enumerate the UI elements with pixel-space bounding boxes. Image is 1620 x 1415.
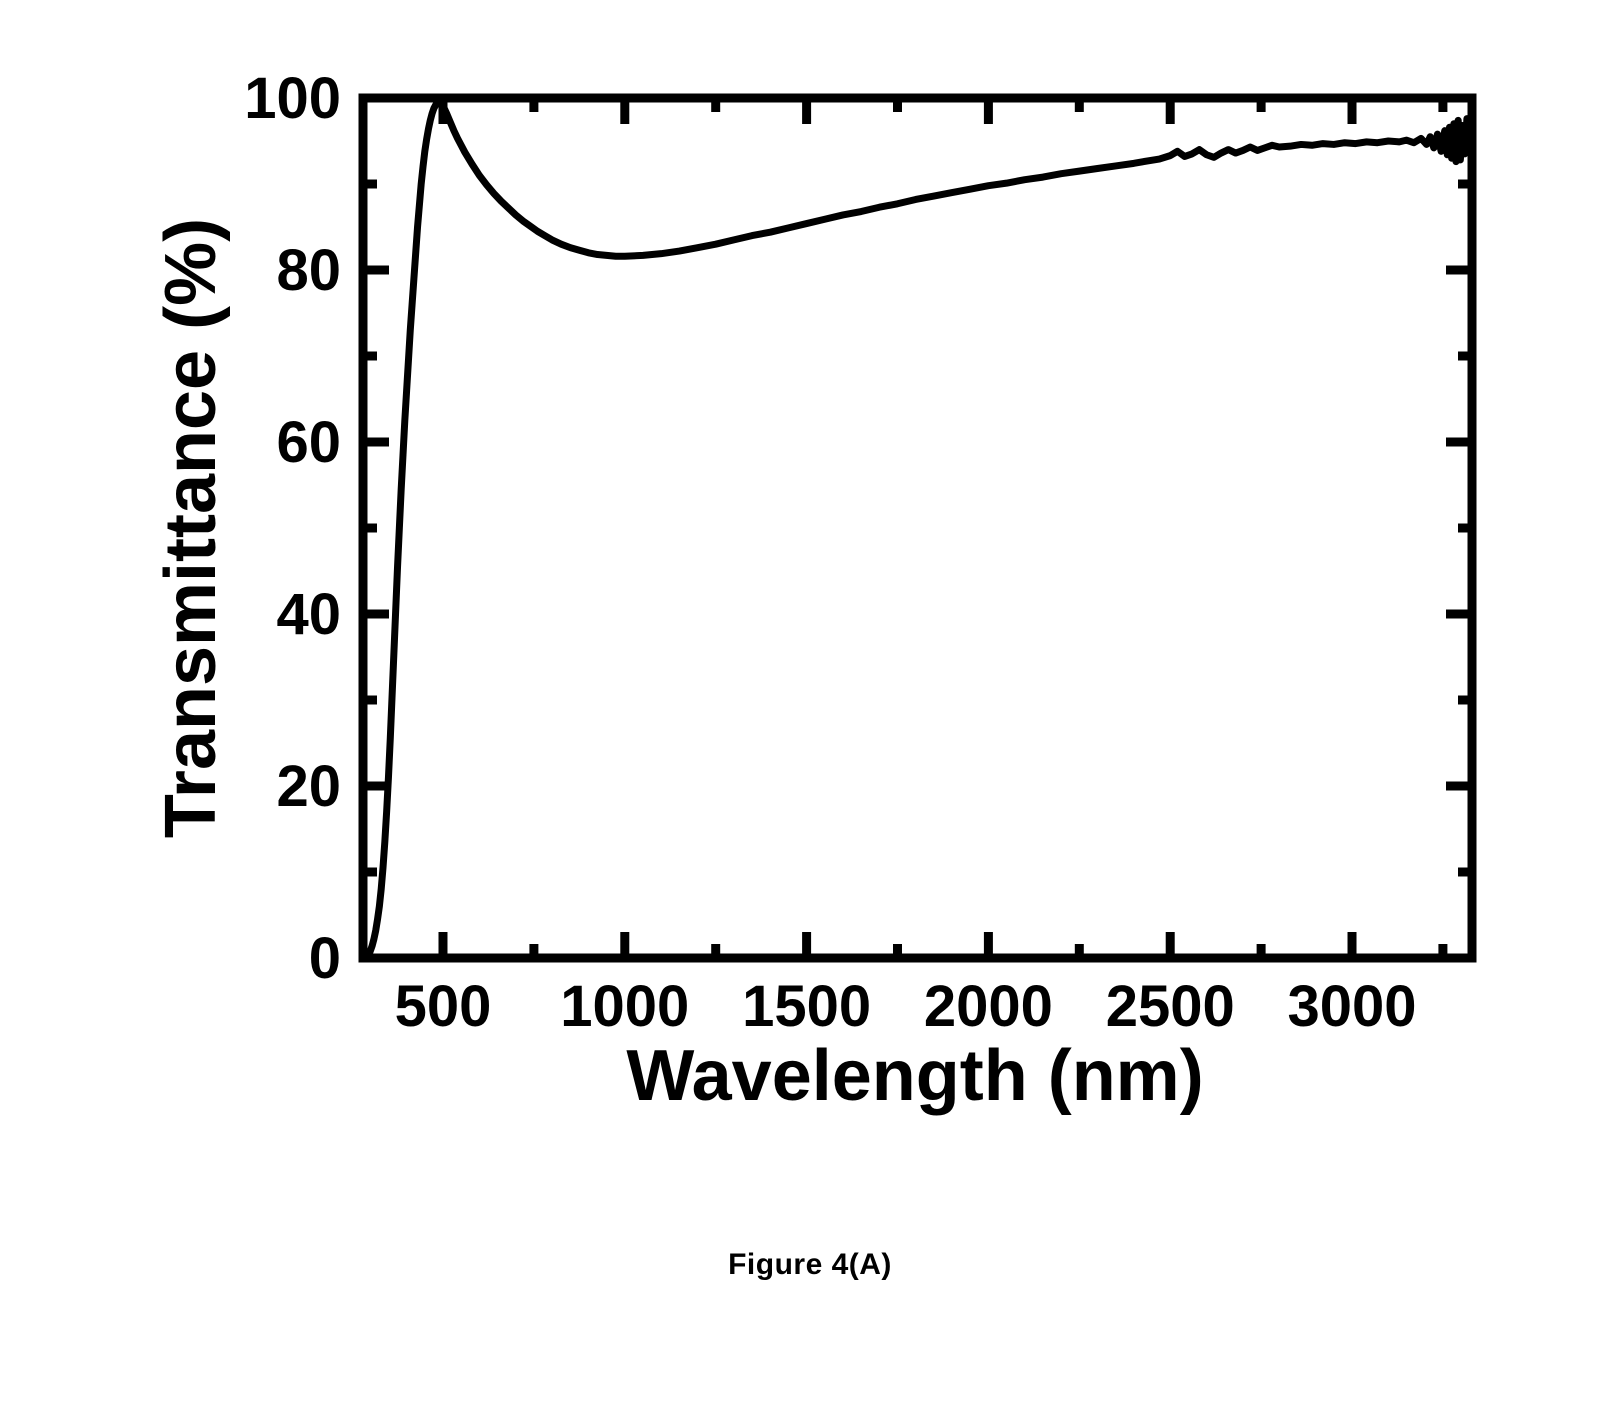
y-tick-label: 40 <box>276 582 341 647</box>
x-tick-label: 2000 <box>924 974 1053 1039</box>
figure-caption: Figure 4(A) <box>0 1248 1620 1282</box>
y-tick-label: 100 <box>244 66 341 131</box>
y-axis-tick-labels: 0 20 40 60 80 100 <box>244 66 341 991</box>
x-axis-ticks <box>443 98 1443 958</box>
y-tick-label: 0 <box>309 926 341 991</box>
x-tick-label: 3000 <box>1287 974 1416 1039</box>
transmittance-chart: 500 1000 1500 2000 2500 3000 0 20 40 60 80 100 Wav… <box>0 0 1620 1415</box>
figure-container: 500 1000 1500 2000 2500 3000 0 20 40 60 80 100 Wav… <box>0 0 1620 1415</box>
transmittance-curve <box>365 101 1472 958</box>
x-tick-label: 500 <box>395 974 492 1039</box>
y-tick-label: 20 <box>276 754 341 819</box>
y-axis-title: Transmittance (%) <box>151 218 231 838</box>
x-tick-label: 1000 <box>560 974 689 1039</box>
x-axis-title: Wavelength (nm) <box>626 1036 1203 1116</box>
x-tick-label: 2500 <box>1106 974 1235 1039</box>
x-tick-label: 1500 <box>742 974 871 1039</box>
y-tick-label: 80 <box>276 238 341 303</box>
y-axis-ticks <box>363 184 1472 872</box>
x-axis-tick-labels: 500 1000 1500 2000 2500 3000 <box>395 974 1417 1039</box>
y-tick-label: 60 <box>276 410 341 475</box>
